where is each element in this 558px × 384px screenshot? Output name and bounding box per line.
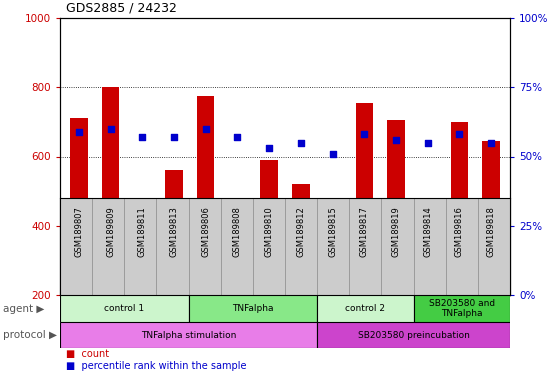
Bar [317, 295, 413, 322]
Text: GDS2885 / 24232: GDS2885 / 24232 [66, 1, 176, 14]
Text: TNFalpha: TNFalpha [232, 304, 273, 313]
Text: GSM189816: GSM189816 [455, 206, 464, 257]
Text: GSM189806: GSM189806 [201, 206, 210, 257]
Text: GSM189809: GSM189809 [106, 206, 115, 257]
Point [392, 137, 401, 143]
Text: GSM189808: GSM189808 [233, 206, 242, 257]
Text: GSM189813: GSM189813 [170, 206, 179, 257]
Bar [419, 252, 436, 295]
Point [170, 134, 179, 140]
Bar [450, 122, 468, 295]
Bar [261, 160, 278, 295]
Point [106, 126, 115, 132]
Text: ■  count: ■ count [66, 349, 109, 359]
Point [423, 139, 432, 146]
Point [75, 129, 84, 135]
Point [201, 126, 210, 132]
Point [138, 134, 147, 140]
Text: control 1: control 1 [104, 304, 145, 313]
Bar [317, 322, 510, 348]
Bar [413, 295, 510, 322]
Bar [355, 103, 373, 295]
Point [328, 151, 337, 157]
Text: GSM189814: GSM189814 [423, 206, 432, 257]
Text: SB203580 preincubation: SB203580 preincubation [358, 331, 469, 339]
Point [296, 139, 305, 146]
Text: protocol ▶: protocol ▶ [3, 330, 57, 340]
Bar [70, 118, 88, 295]
Text: ■  percentile rank within the sample: ■ percentile rank within the sample [66, 361, 246, 371]
Point [487, 139, 496, 146]
Bar [292, 184, 310, 295]
Bar [387, 120, 405, 295]
Bar [60, 295, 189, 322]
Point [360, 131, 369, 137]
Text: GSM189811: GSM189811 [138, 206, 147, 257]
Text: GSM189810: GSM189810 [264, 206, 273, 257]
Point [264, 145, 273, 151]
Bar [165, 170, 183, 295]
Text: GSM189812: GSM189812 [296, 206, 305, 257]
Bar [102, 87, 119, 295]
Bar [197, 96, 214, 295]
Text: GSM189819: GSM189819 [391, 206, 401, 257]
Text: SB203580 and
TNFalpha: SB203580 and TNFalpha [429, 299, 495, 318]
Text: agent ▶: agent ▶ [3, 303, 44, 313]
Text: TNFalpha stimulation: TNFalpha stimulation [141, 331, 236, 339]
Bar [482, 141, 500, 295]
Text: GSM189817: GSM189817 [360, 206, 369, 257]
Text: GSM189815: GSM189815 [328, 206, 337, 257]
Bar [189, 295, 317, 322]
Point [233, 134, 242, 140]
Point [455, 131, 464, 137]
Bar [134, 205, 151, 295]
Text: GSM189807: GSM189807 [75, 206, 84, 257]
Text: control 2: control 2 [345, 304, 386, 313]
Text: GSM189818: GSM189818 [487, 206, 496, 257]
Bar [60, 322, 317, 348]
Bar [324, 273, 341, 295]
Bar [229, 214, 246, 295]
